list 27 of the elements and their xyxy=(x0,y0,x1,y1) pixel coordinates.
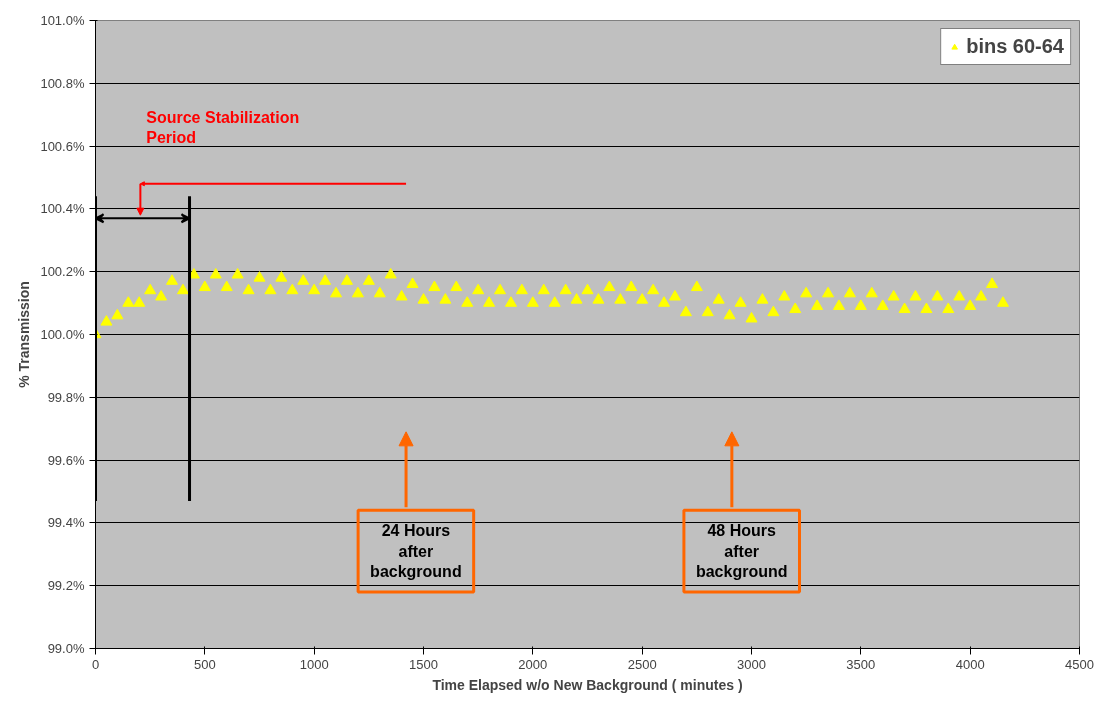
annotation: Source Stabilization Period xyxy=(146,108,300,147)
y-tick-label: 99.0% xyxy=(47,641,85,656)
x-tick-label: 4000 xyxy=(955,656,985,672)
x-tick-label: 4500 xyxy=(1065,656,1094,672)
annotation: 24 Hours after background xyxy=(370,522,462,580)
y-tick-label: 100.2% xyxy=(40,264,85,280)
x-tick-label: 3500 xyxy=(846,656,876,672)
annotation: 48 Hours after background xyxy=(695,522,788,580)
x-tick-label: 0 xyxy=(91,656,100,672)
y-tick-label: 99.4% xyxy=(47,515,85,531)
x-tick-label: 1500 xyxy=(409,656,438,672)
y-tick-label: 100.6% xyxy=(40,138,85,154)
x-tick-label: 3000 xyxy=(737,656,766,672)
legend-label: bins 60-64 xyxy=(966,35,1064,58)
y-tick-label: 100.0% xyxy=(40,327,85,342)
y-tick-label: 99.8% xyxy=(47,389,85,405)
x-tick-label: 2500 xyxy=(627,656,657,672)
x-tick-label: 500 xyxy=(193,656,216,672)
x-tick-label: 2000 xyxy=(518,656,548,672)
y-axis-title: % Transmission xyxy=(16,281,33,388)
y-tick-label: 99.2% xyxy=(47,578,85,594)
y-tick-label: 100.4% xyxy=(40,201,85,217)
y-tick-label: 101.0% xyxy=(40,13,85,28)
x-tick-label: 1000 xyxy=(299,656,329,672)
x-axis-title: Time Elapsed w/o New Background ( minutes ) xyxy=(432,676,743,693)
y-tick-label: 100.8% xyxy=(40,75,85,91)
y-tick-label: 99.6% xyxy=(47,452,85,468)
